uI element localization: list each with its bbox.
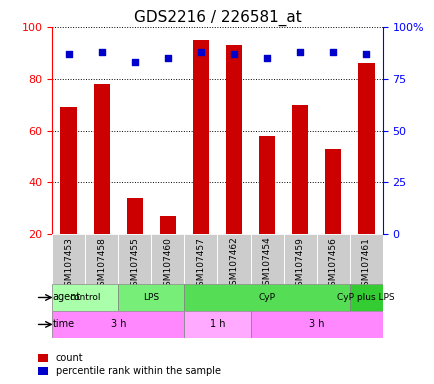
Text: GSM107460: GSM107460 xyxy=(163,237,172,291)
Title: GDS2216 / 226581_at: GDS2216 / 226581_at xyxy=(133,9,301,25)
Text: control: control xyxy=(69,293,101,302)
Point xyxy=(263,55,270,61)
FancyBboxPatch shape xyxy=(184,311,250,338)
FancyBboxPatch shape xyxy=(184,234,217,284)
Text: GSM107461: GSM107461 xyxy=(361,237,370,291)
Text: agent: agent xyxy=(53,293,81,303)
FancyBboxPatch shape xyxy=(118,234,151,284)
Bar xyxy=(159,216,176,286)
Text: GSM107458: GSM107458 xyxy=(97,237,106,291)
Point xyxy=(362,51,369,57)
Bar xyxy=(225,45,242,286)
FancyBboxPatch shape xyxy=(316,234,349,284)
Text: GSM107459: GSM107459 xyxy=(295,237,304,291)
FancyBboxPatch shape xyxy=(52,284,118,311)
Point xyxy=(230,51,237,57)
FancyBboxPatch shape xyxy=(349,284,382,311)
Text: GSM107454: GSM107454 xyxy=(262,237,271,291)
Point xyxy=(65,51,72,57)
Text: GSM107462: GSM107462 xyxy=(229,237,238,291)
Text: time: time xyxy=(53,319,75,329)
Bar xyxy=(258,136,275,286)
Text: CyP: CyP xyxy=(258,293,275,302)
Bar xyxy=(126,198,143,286)
FancyBboxPatch shape xyxy=(217,234,250,284)
Point xyxy=(296,49,303,55)
FancyBboxPatch shape xyxy=(52,311,184,338)
Text: CyP plus LPS: CyP plus LPS xyxy=(337,293,394,302)
Point xyxy=(197,49,204,55)
Text: 1 h: 1 h xyxy=(209,319,225,329)
Bar xyxy=(357,63,374,286)
FancyBboxPatch shape xyxy=(184,284,349,311)
Text: 3 h: 3 h xyxy=(308,319,324,329)
FancyBboxPatch shape xyxy=(250,234,283,284)
FancyBboxPatch shape xyxy=(52,234,85,284)
Bar xyxy=(60,107,77,286)
Text: GSM107456: GSM107456 xyxy=(328,237,337,291)
Text: LPS: LPS xyxy=(143,293,159,302)
Legend: count, percentile rank within the sample: count, percentile rank within the sample xyxy=(35,350,223,379)
Point xyxy=(98,49,105,55)
FancyBboxPatch shape xyxy=(250,311,382,338)
Bar xyxy=(291,104,308,286)
FancyBboxPatch shape xyxy=(151,234,184,284)
Text: GSM107455: GSM107455 xyxy=(130,237,139,291)
FancyBboxPatch shape xyxy=(85,234,118,284)
Bar xyxy=(324,149,341,286)
Bar xyxy=(192,40,209,286)
Point xyxy=(131,59,138,65)
FancyBboxPatch shape xyxy=(349,234,382,284)
Point xyxy=(164,55,171,61)
Text: GSM107457: GSM107457 xyxy=(196,237,205,291)
Bar xyxy=(93,84,110,286)
Point xyxy=(329,49,336,55)
Text: 3 h: 3 h xyxy=(110,319,126,329)
Text: GSM107453: GSM107453 xyxy=(64,237,73,291)
FancyBboxPatch shape xyxy=(283,234,316,284)
FancyBboxPatch shape xyxy=(118,284,184,311)
